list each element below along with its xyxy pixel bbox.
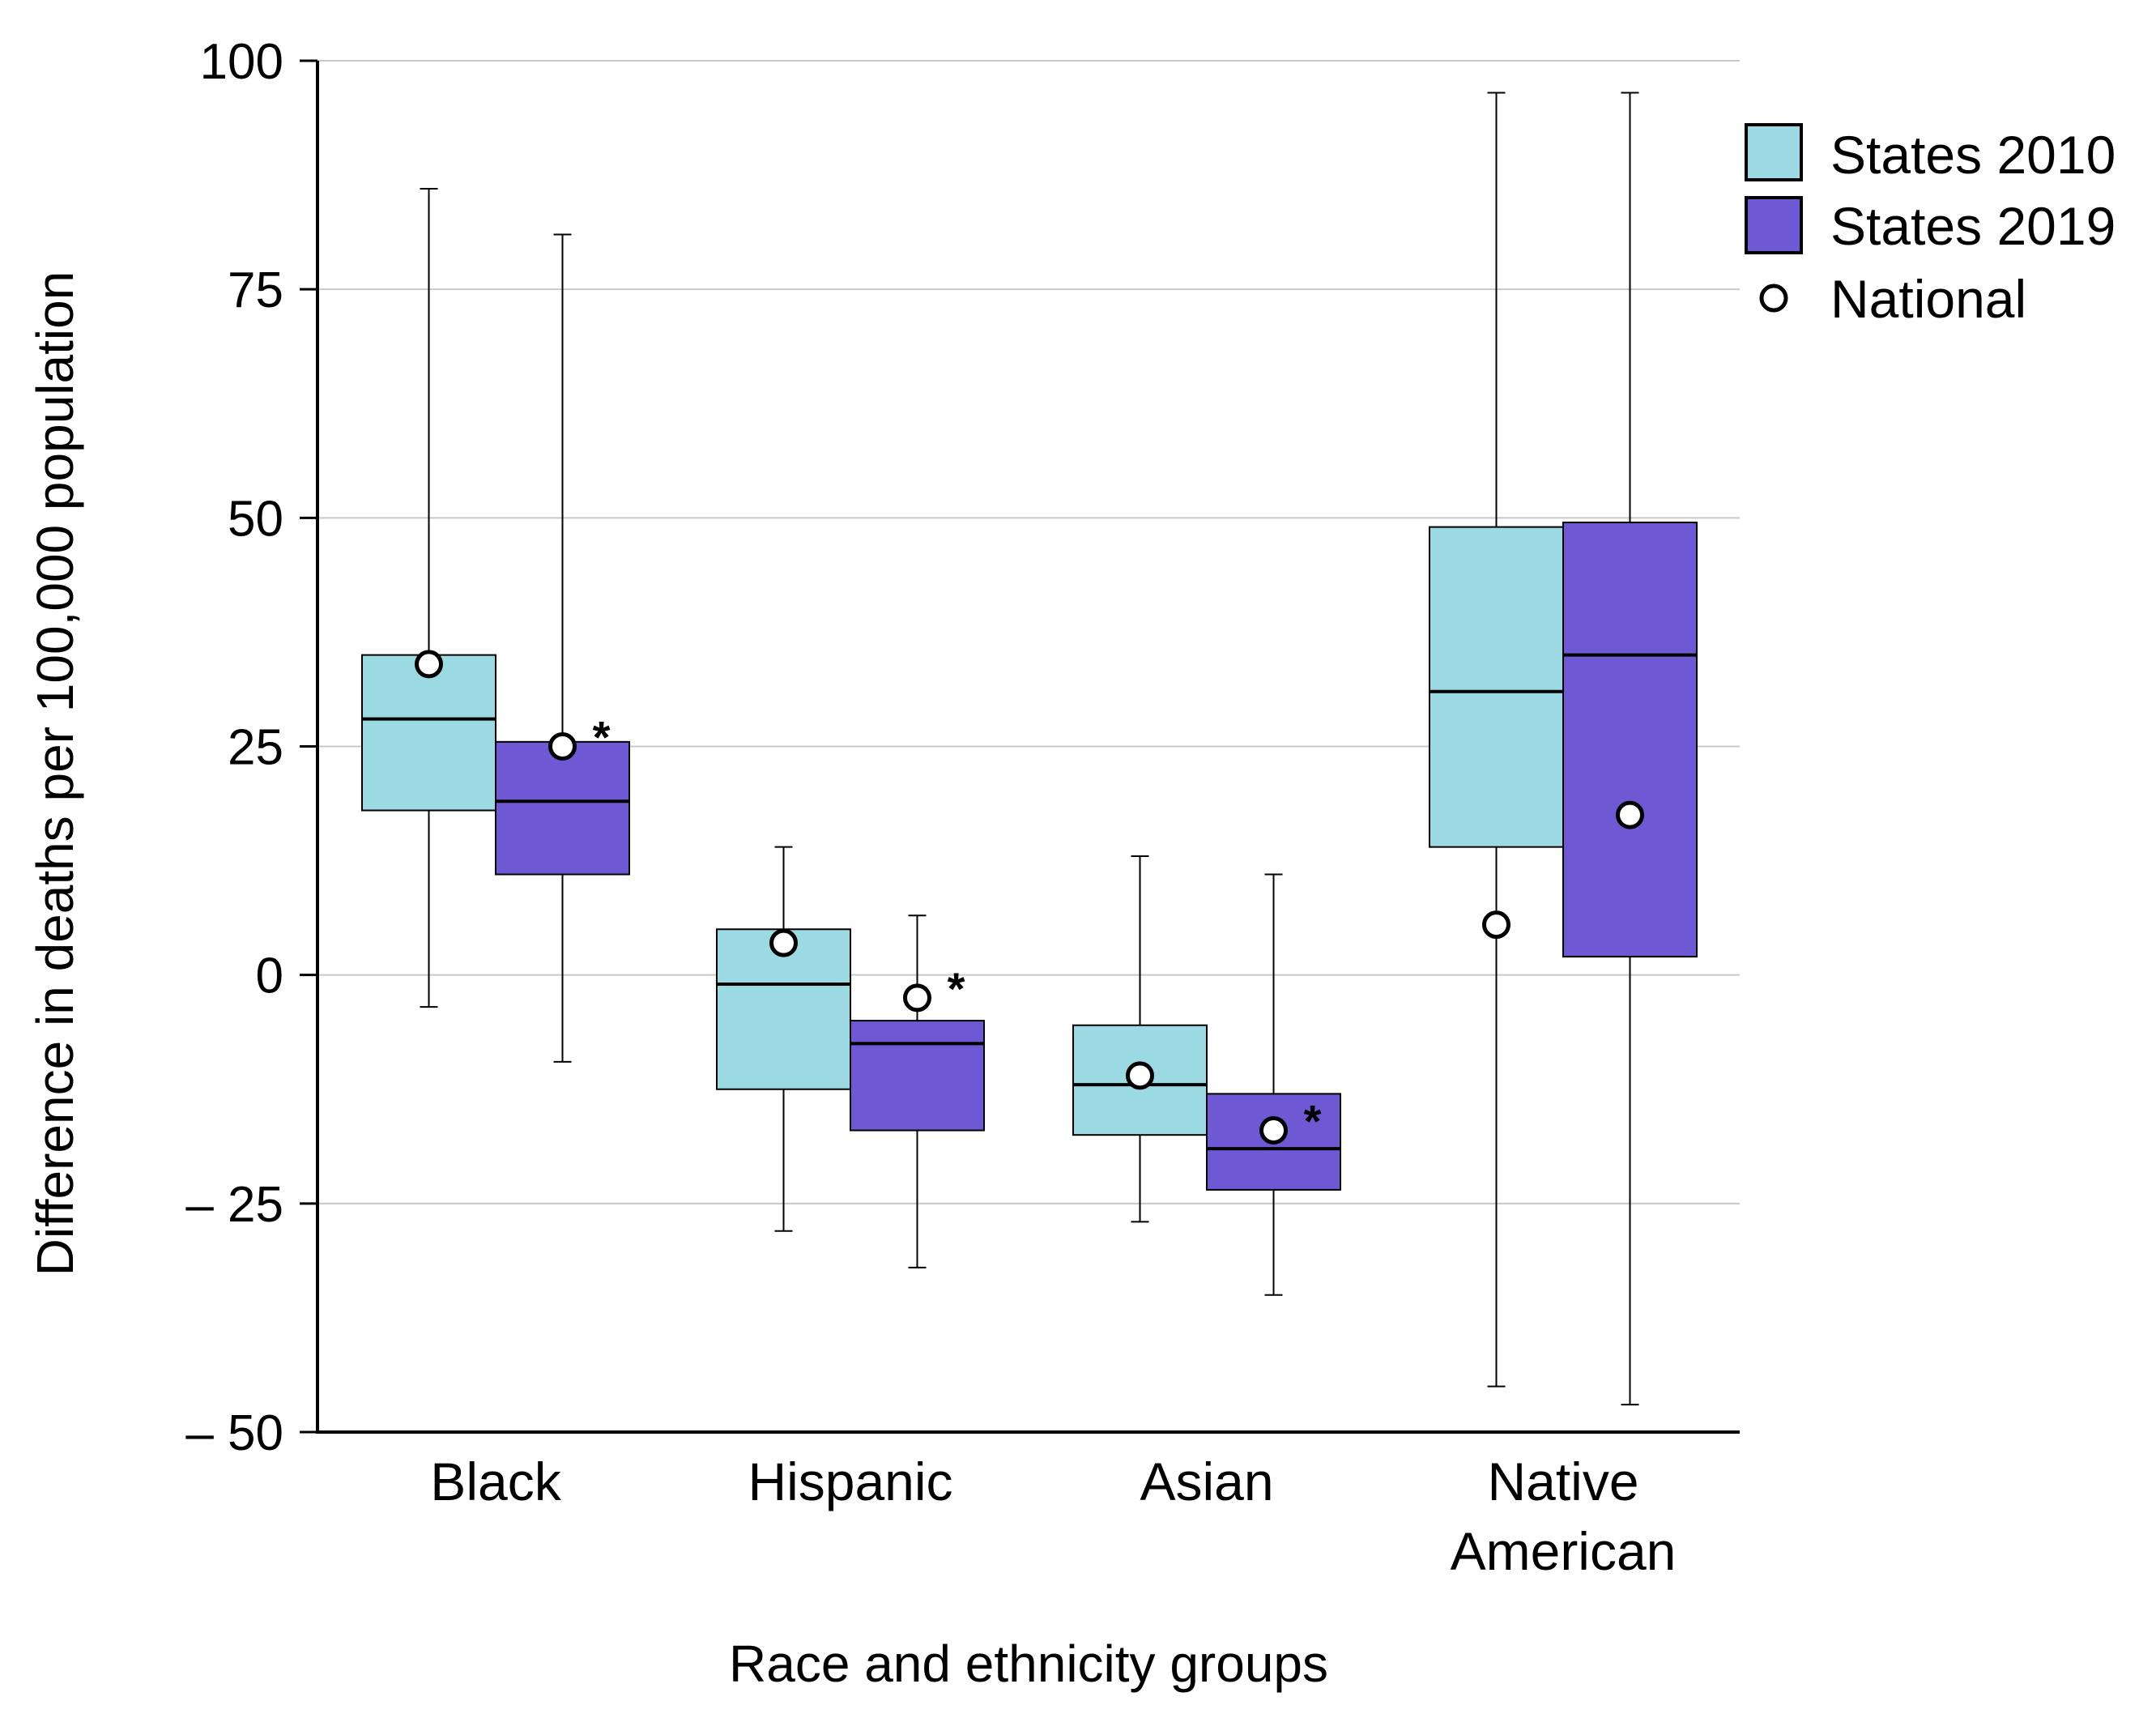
x-category-label-1-line0: Hispanic [748, 1452, 952, 1511]
national-point-2010-cat0 [415, 650, 443, 679]
significance-marker-cat1: * [948, 963, 965, 1014]
national-point-2010-cat1 [769, 928, 798, 957]
significance-marker-cat2: * [1304, 1096, 1322, 1147]
box-2019-cat2-rect [1206, 1093, 1341, 1191]
legend-label-national: National [1830, 269, 2026, 329]
y-tick-label-3: 25 [228, 720, 283, 776]
national-point-2010-cat2 [1126, 1061, 1154, 1090]
x-category-label-3-line1: American [1451, 1521, 1677, 1581]
legend-label-2010: States 2010 [1830, 125, 2116, 185]
x-axis-labels: Black Hispanic Asian Native American [430, 1452, 1676, 1581]
box-2019-cat0-rect [495, 740, 630, 876]
box-2019-cat1-rect [850, 1020, 985, 1132]
y-tick-label-1: 75 [228, 262, 283, 318]
x-category-label-0-line0: Black [430, 1452, 561, 1511]
y-axis-title: Difference in deaths per 100,000 populat… [26, 271, 84, 1277]
x-axis-title: Race and ethnicity groups [729, 1635, 1328, 1693]
legend: States 2010 States 2019 National [1745, 123, 2116, 329]
x-category-label-2-line0: Asian [1140, 1452, 1273, 1511]
significance-marker-cat0: * [593, 712, 611, 763]
y-tick-label-4: 0 [256, 949, 283, 1004]
box-plots [361, 92, 1698, 1406]
y-axis-ticks: 100 75 50 25 0 – 25 – 50 [185, 34, 317, 1461]
legend-swatch-2010 [1745, 123, 1803, 181]
legend-swatch-2019 [1745, 196, 1803, 254]
y-tick-label-2: 50 [228, 491, 283, 547]
legend-label-2019: States 2019 [1830, 196, 2116, 256]
legend-national-marker [1759, 283, 1788, 313]
x-category-label-3-line0: Native [1487, 1452, 1638, 1511]
national-point-2019-cat0 [548, 732, 577, 761]
y-tick-label-5: – 25 [185, 1177, 283, 1233]
national-point-2010-cat3 [1482, 910, 1510, 940]
national-points: * * * [415, 650, 1644, 1147]
y-tick-label-0: 100 [200, 34, 283, 90]
national-point-2019-cat1 [903, 983, 931, 1012]
box-2010-cat3-rect [1429, 526, 1564, 848]
national-point-2019-cat2 [1259, 1116, 1288, 1145]
national-point-2019-cat3 [1616, 800, 1644, 829]
y-tick-label-6: – 50 [185, 1405, 283, 1461]
box-2019-cat3-rect [1562, 521, 1698, 958]
